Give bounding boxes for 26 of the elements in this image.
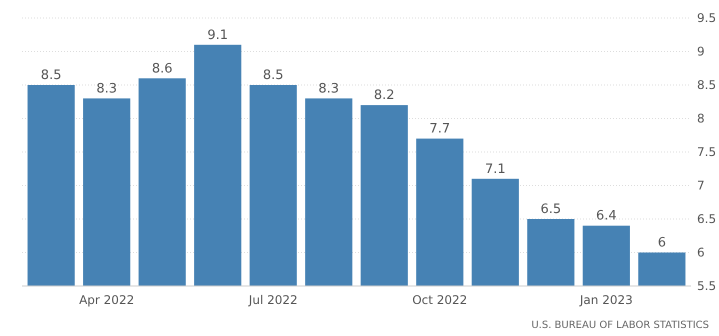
y-tick-label: 6 (697, 246, 705, 260)
y-tick-label: 8.5 (697, 78, 716, 92)
data-label: 7.7 (429, 122, 450, 137)
x-tick-label: Jan 2023 (578, 293, 633, 307)
data-label: 8.5 (262, 68, 284, 83)
data-label: 7.1 (484, 162, 506, 177)
y-tick-label: 8 (697, 112, 705, 126)
text: U.S. BUREAU OF LABOR STATISTICS (531, 320, 709, 331)
data-label: 8.3 (96, 81, 118, 96)
data-label: 8.2 (374, 88, 395, 104)
x-tick-label: Apr 2022 (79, 293, 134, 307)
y-tick-label: 9.5 (697, 11, 716, 26)
y-tick-label: 5.5 (697, 279, 716, 294)
data-label: 8.5 (40, 68, 62, 83)
data-label: 9.1 (207, 28, 228, 43)
x-tick-label: Oct 2022 (412, 293, 468, 307)
data-label: 8.3 (318, 81, 340, 96)
data-label: 6.4 (596, 208, 617, 224)
data-label: 6 (658, 236, 666, 250)
y-tick-label: 9 (697, 44, 705, 59)
x-tick-label: Jul 2022 (248, 293, 298, 307)
y-tick-label: 7 (697, 178, 705, 193)
y-tick-label: 6.5 (697, 212, 716, 226)
data-label: 8.6 (152, 61, 173, 76)
y-tick-label: 7.5 (697, 145, 716, 160)
data-label: 6.5 (540, 202, 562, 217)
